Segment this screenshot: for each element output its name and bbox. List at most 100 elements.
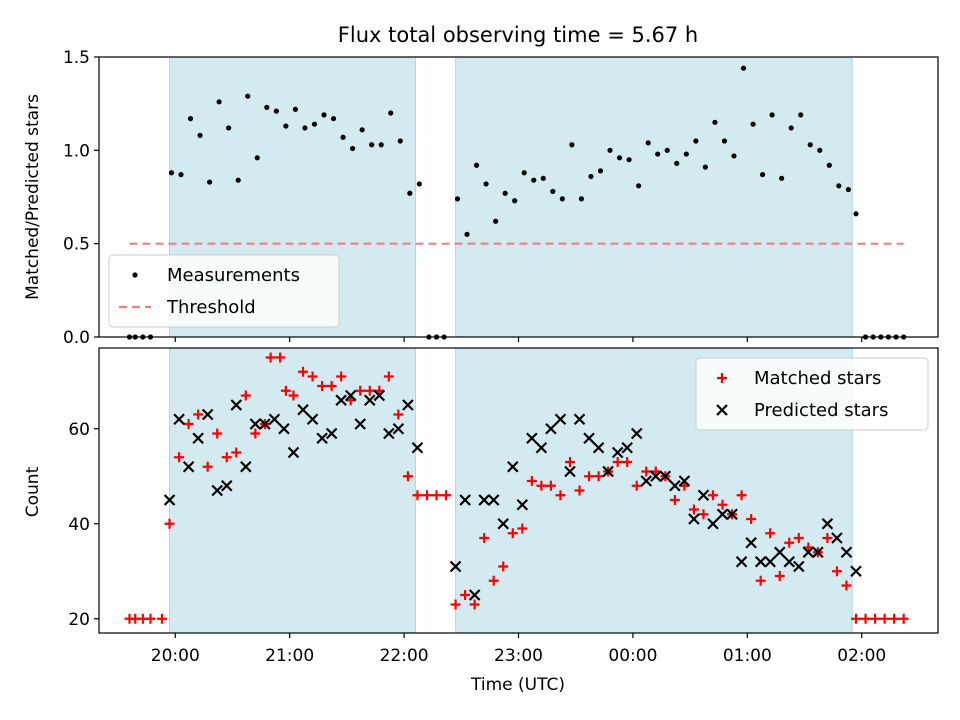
bottom-series-0-point-56 bbox=[641, 466, 652, 477]
top-legend-label-0: Measurements bbox=[167, 265, 300, 286]
top-series-0-point-30 bbox=[416, 181, 422, 187]
top-series-0-point-67 bbox=[769, 112, 775, 118]
bottom-series-1-point-22 bbox=[373, 389, 386, 402]
top-series-0-point-25 bbox=[369, 142, 375, 148]
bottom-series-1-point-66 bbox=[821, 517, 834, 530]
top-series-0-point-20 bbox=[321, 112, 327, 118]
top-series-0-point-22 bbox=[340, 134, 346, 140]
bottom-series-0-point-82 bbox=[889, 613, 900, 624]
top-legend-box bbox=[108, 254, 340, 328]
top-series-0-point-16 bbox=[283, 123, 289, 129]
top-ytick-label-2: 1.0 bbox=[63, 141, 90, 161]
top-series-0-point-46 bbox=[569, 142, 575, 148]
top-series-0-point-6 bbox=[187, 116, 194, 122]
bottom-series-0-point-44 bbox=[526, 476, 537, 486]
bottom-series-0-point-76 bbox=[831, 566, 842, 577]
top-legend: Measurements Threshold bbox=[108, 254, 340, 328]
bottom-series-0-point-7 bbox=[183, 419, 194, 429]
x-axis-label: Time (UTC) bbox=[470, 675, 565, 695]
bottom-legend-marker-1 bbox=[716, 404, 728, 416]
bottom-series-0-point-47 bbox=[555, 490, 566, 501]
top-series-0-point-74 bbox=[836, 183, 842, 189]
bottom-series-0-point-16 bbox=[265, 352, 276, 363]
bottom-series-1-point-7 bbox=[230, 399, 243, 411]
bottom-series-0-point-62 bbox=[698, 509, 709, 520]
bottom-series-1-point-58 bbox=[745, 536, 757, 549]
top-series-0-point-43 bbox=[540, 175, 546, 181]
bottom-ytick-label-1: 40 bbox=[68, 515, 90, 535]
bottom-series-1-point-48 bbox=[650, 470, 662, 483]
top-series-0-point-62 bbox=[721, 138, 728, 144]
top-series-0-point-15 bbox=[273, 108, 279, 114]
top-series-0-point-61 bbox=[712, 119, 718, 125]
top-series-0-point-69 bbox=[788, 125, 794, 131]
bottom-series-0-point-72 bbox=[793, 533, 804, 543]
bottom-series-1-point-45 bbox=[621, 441, 633, 454]
xtick-label-3: 23:00 bbox=[494, 646, 543, 666]
bottom-series-0-point-71 bbox=[784, 537, 795, 548]
bottom-series-1-point-69 bbox=[850, 565, 862, 578]
top-series-0-point-24 bbox=[359, 127, 365, 133]
xtick-label-2: 22:00 bbox=[380, 646, 429, 666]
top-series-0-point-75 bbox=[845, 186, 851, 193]
xtick-label-1: 21:00 bbox=[265, 646, 314, 666]
bottom-series-0-point-9 bbox=[202, 461, 213, 472]
bottom-series-1-point-39 bbox=[564, 465, 576, 478]
bottom-ytick-label-2: 60 bbox=[68, 420, 90, 440]
bottom-series-0-point-19 bbox=[288, 390, 299, 401]
bottom-series-0-point-75 bbox=[822, 533, 833, 543]
top-series-0-point-18 bbox=[302, 125, 308, 131]
chart-title: Flux total observing time = 5.67 h bbox=[338, 23, 698, 47]
top-series-0-point-54 bbox=[645, 140, 651, 146]
bottom-series-1-point-53 bbox=[697, 489, 710, 502]
bottom-series-0-point-49 bbox=[574, 485, 585, 496]
top-series-0-point-42 bbox=[531, 177, 537, 183]
bottom-y-axis-label: Count bbox=[23, 466, 43, 517]
top-series-0-point-48 bbox=[588, 173, 594, 180]
bottom-series-1-point-26 bbox=[411, 441, 424, 454]
bottom-series-1-point-19 bbox=[344, 389, 357, 402]
bottom-ytick-label-0: 20 bbox=[68, 610, 90, 630]
bottom-series-0-point-53 bbox=[612, 457, 623, 467]
bottom-series-0-point-41 bbox=[498, 561, 509, 572]
bottom-series-1-point-57 bbox=[735, 555, 748, 568]
top-series-0-point-9 bbox=[216, 99, 222, 105]
bottom-series-0-point-35 bbox=[441, 490, 452, 501]
top-series-0-point-40 bbox=[512, 198, 518, 204]
bottom-series-0-point-70 bbox=[774, 571, 785, 581]
top-series-0-point-41 bbox=[521, 170, 527, 176]
bottom-series-0-point-51 bbox=[593, 471, 604, 482]
top-series-0-point-53 bbox=[636, 183, 642, 189]
bottom-series-1-point-11 bbox=[268, 413, 281, 426]
top-series-0-point-71 bbox=[807, 142, 813, 148]
bottom-series-1-point-68 bbox=[840, 546, 853, 559]
bottom-series-1-point-21 bbox=[363, 394, 376, 407]
bottom-series-1-point-23 bbox=[383, 427, 395, 440]
bottom-series-0-point-46 bbox=[545, 480, 556, 491]
top-series-0-point-38 bbox=[493, 218, 499, 224]
top-series-0-point-66 bbox=[759, 172, 766, 178]
bottom-series-0-point-22 bbox=[317, 381, 328, 391]
top-panel: 0.0 0.5 1.0 1.5 Measurements Threshold bbox=[63, 48, 939, 348]
bottom-series-1-point-20 bbox=[354, 418, 367, 430]
bottom-series-0-point-31 bbox=[402, 471, 413, 482]
bottom-series-0-point-55 bbox=[631, 480, 642, 491]
top-series-0-point-21 bbox=[330, 116, 337, 122]
bottom-series-0-point-36 bbox=[450, 599, 461, 610]
bottom-series-1-point-3 bbox=[192, 432, 204, 445]
bottom-series-0-point-38 bbox=[469, 599, 480, 610]
bottom-legend-label-0: Matched stars bbox=[754, 368, 881, 389]
bottom-series-0-point-77 bbox=[841, 580, 852, 591]
top-series-0-point-50 bbox=[607, 147, 613, 153]
bottom-series-1-point-18 bbox=[335, 394, 347, 407]
top-series-0-point-36 bbox=[473, 162, 480, 168]
bottom-series-1-point-47 bbox=[640, 475, 653, 487]
top-series-0-point-56 bbox=[664, 147, 670, 153]
bottom-series-0-point-83 bbox=[898, 613, 909, 624]
bottom-series-1-point-36 bbox=[535, 441, 548, 454]
bottom-series-0-point-78 bbox=[851, 613, 862, 624]
bottom-series-1-point-40 bbox=[573, 413, 586, 426]
bottom-series-1-point-1 bbox=[173, 413, 185, 426]
bottom-series-1-point-31 bbox=[487, 494, 500, 506]
